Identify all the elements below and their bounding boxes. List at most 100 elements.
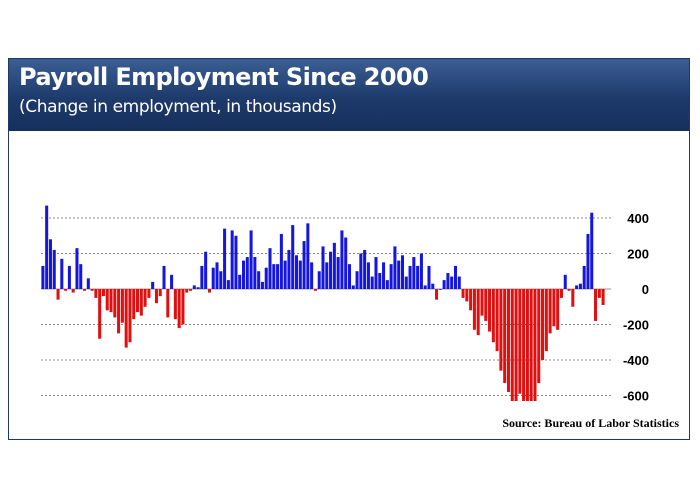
bar	[86, 278, 90, 289]
bar	[469, 289, 473, 311]
bar	[552, 289, 556, 327]
bar	[313, 289, 317, 291]
bar	[408, 265, 412, 289]
chart-title: Payroll Employment Since 2000	[19, 63, 429, 91]
chart-header: Payroll Employment Since 2000 (Change in…	[9, 59, 689, 131]
bar	[317, 271, 321, 289]
bar	[541, 289, 545, 360]
bar	[321, 246, 325, 289]
bar	[291, 225, 295, 289]
bar	[427, 265, 431, 289]
bar	[363, 249, 367, 289]
bar	[158, 289, 162, 297]
bar	[544, 289, 548, 352]
bar	[370, 276, 374, 289]
bar	[79, 264, 83, 289]
bar	[416, 265, 420, 289]
bar	[575, 285, 579, 289]
bar	[128, 289, 132, 343]
bar	[597, 289, 601, 298]
bar	[472, 289, 476, 330]
bar	[113, 289, 117, 318]
source-note: Source: Bureau of Labor Statistics	[502, 416, 679, 430]
bar	[276, 264, 280, 289]
bar	[594, 289, 598, 321]
bar	[132, 289, 136, 320]
bar	[359, 253, 363, 289]
bars	[41, 205, 605, 401]
bar	[219, 271, 223, 289]
bar	[559, 289, 563, 298]
bar	[590, 212, 594, 289]
bar-chart: 4002000-200-400-600-80020002001200220032…	[41, 205, 649, 402]
bar	[170, 274, 174, 289]
bar	[75, 248, 79, 289]
bar	[506, 289, 510, 392]
bar	[533, 289, 537, 401]
bar	[578, 283, 582, 289]
y-tick-label: -400	[623, 353, 649, 368]
bar	[586, 233, 590, 289]
bar	[340, 230, 344, 289]
bar	[90, 289, 94, 291]
bar	[143, 289, 147, 307]
bar	[446, 273, 450, 289]
bar	[571, 289, 575, 307]
bar	[465, 289, 469, 302]
bar	[461, 289, 465, 298]
bar	[120, 289, 124, 323]
bar	[83, 289, 87, 291]
bar	[389, 264, 393, 289]
bar	[67, 265, 71, 289]
bar	[378, 273, 382, 289]
bar	[185, 289, 189, 293]
chart-subtitle: (Change in employment, in thousands)	[19, 97, 337, 117]
bar	[211, 267, 215, 289]
bar	[499, 289, 503, 371]
bar	[329, 251, 333, 289]
bar	[173, 289, 177, 320]
bar	[522, 289, 526, 401]
bar	[495, 289, 499, 352]
bar	[476, 289, 480, 336]
bar	[556, 289, 560, 330]
bar	[529, 289, 533, 401]
bar	[230, 230, 234, 289]
bar	[457, 276, 461, 289]
bar	[238, 274, 242, 289]
bar	[52, 249, 56, 289]
bar	[45, 205, 49, 289]
bar	[249, 230, 253, 289]
bar	[582, 265, 586, 289]
bar	[351, 285, 355, 289]
y-tick-label: -600	[623, 389, 649, 402]
bar	[279, 233, 283, 289]
bar	[226, 280, 230, 290]
bar	[41, 265, 45, 289]
bar	[189, 289, 193, 291]
bar	[397, 260, 401, 289]
bar	[514, 289, 518, 401]
bar	[491, 289, 495, 343]
bar	[419, 253, 423, 289]
bar	[412, 257, 416, 289]
axes: 4002000-200-400-600-80020002001200220032…	[623, 211, 649, 402]
bar	[287, 249, 291, 289]
bar	[234, 235, 238, 289]
bar	[283, 260, 287, 289]
bar	[181, 289, 185, 325]
bar	[215, 262, 219, 290]
bar	[268, 248, 272, 289]
bar	[488, 289, 492, 332]
bar	[294, 255, 299, 290]
bar	[98, 289, 102, 339]
bar	[117, 289, 121, 334]
bar	[162, 265, 166, 289]
bar	[503, 289, 507, 384]
bar	[438, 289, 442, 290]
chart-panel: Payroll Employment Since 2000 (Change in…	[8, 58, 690, 440]
bar	[101, 289, 105, 297]
bar	[207, 289, 211, 293]
bar	[563, 274, 567, 289]
bar	[94, 289, 98, 298]
